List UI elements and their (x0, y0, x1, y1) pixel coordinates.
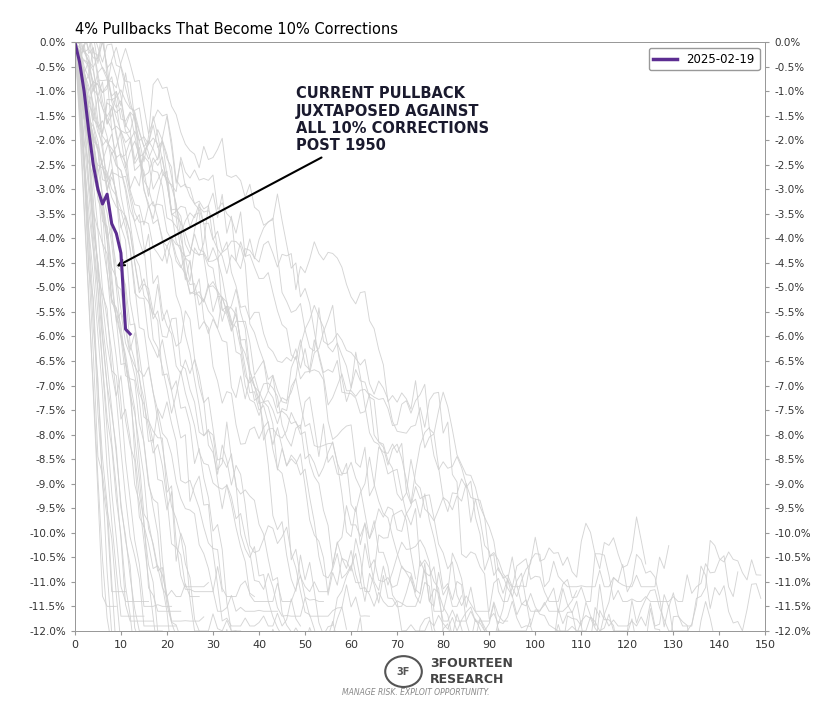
Legend: 2025-02-19: 2025-02-19 (649, 48, 760, 70)
Text: 3F: 3F (397, 667, 410, 676)
Text: MANAGE RISK. EXPLOIT OPPORTUNITY.: MANAGE RISK. EXPLOIT OPPORTUNITY. (342, 688, 490, 697)
Text: 4% Pullbacks That Become 10% Corrections: 4% Pullbacks That Become 10% Corrections (75, 22, 398, 36)
Text: CURRENT PULLBACK
JUXTAPOSED AGAINST
ALL 10% CORRECTIONS
POST 1950: CURRENT PULLBACK JUXTAPOSED AGAINST ALL … (118, 86, 489, 266)
Text: RESEARCH: RESEARCH (430, 674, 504, 686)
Text: 3FOURTEEN: 3FOURTEEN (430, 657, 513, 669)
